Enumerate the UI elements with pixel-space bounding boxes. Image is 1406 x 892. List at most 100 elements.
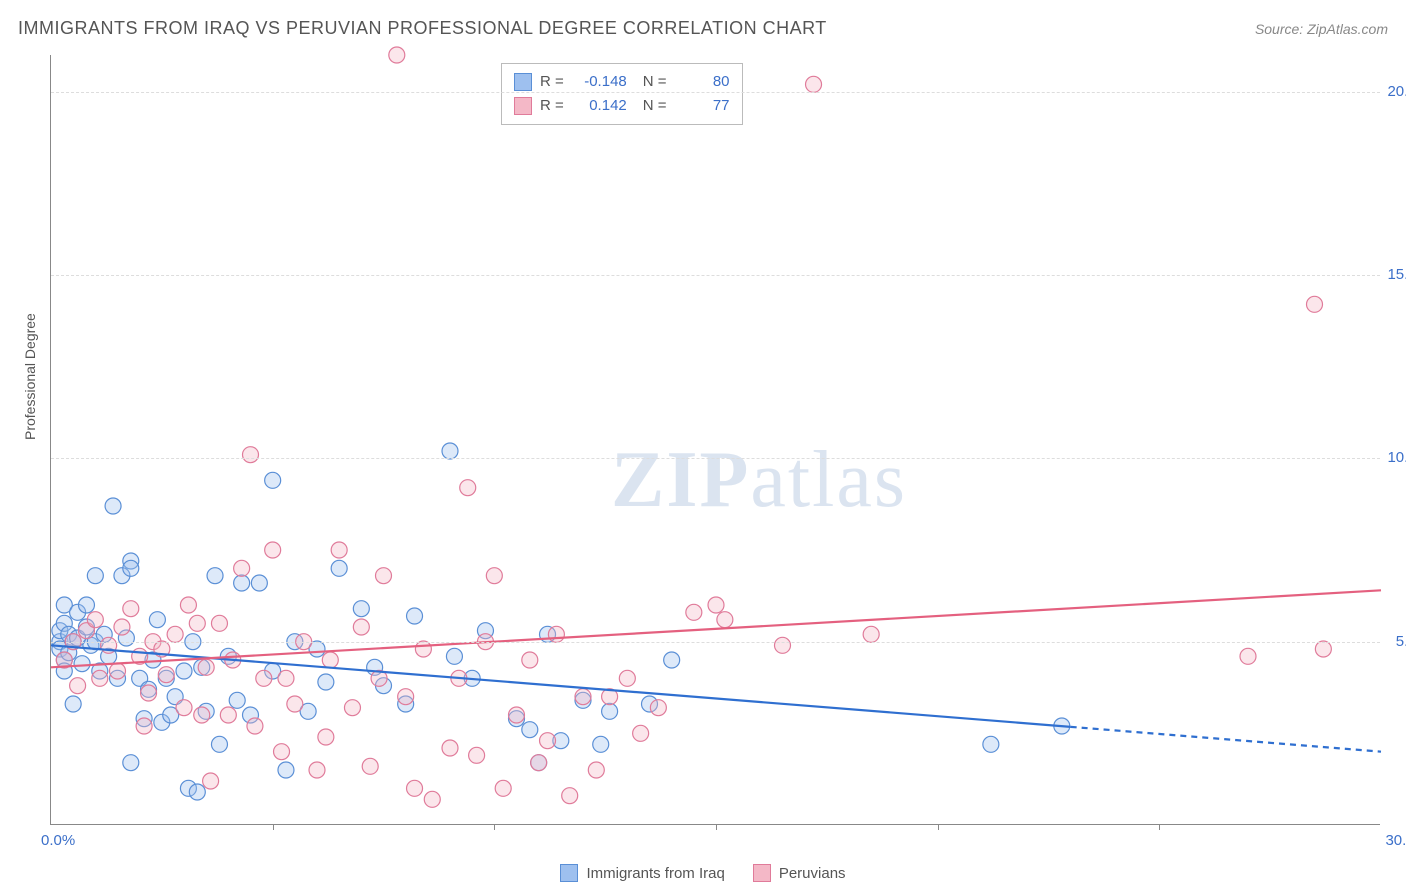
scatter-point [331,542,347,558]
scatter-point [442,443,458,459]
scatter-point [211,615,227,631]
scatter-point [234,560,250,576]
scatter-point [189,615,205,631]
scatter-point [509,707,525,723]
x-tick-mark [938,824,939,830]
scatter-point [540,733,556,749]
scatter-point [78,597,94,613]
scatter-point [650,700,666,716]
scatter-point [664,652,680,668]
scatter-point [167,626,183,642]
scatter-point [415,641,431,657]
scatter-point [287,696,303,712]
grid-line [51,458,1380,459]
x-tick-mark [1159,824,1160,830]
scatter-point [407,780,423,796]
scatter-point [619,670,635,686]
scatter-point [407,608,423,624]
scatter-point [522,722,538,738]
scatter-point [344,700,360,716]
scatter-point [105,498,121,514]
scatter-point [398,689,414,705]
scatter-point [863,626,879,642]
scatter-point [203,773,219,789]
scatter-point [198,659,214,675]
series-legend-label-0: Immigrants from Iraq [586,865,724,882]
chart-header: IMMIGRANTS FROM IRAQ VS PERUVIAN PROFESS… [18,18,1388,39]
legend-swatch-series-1 [753,864,771,882]
scatter-point [220,707,236,723]
scatter-point [265,542,281,558]
scatter-point [123,560,139,576]
scatter-point [194,707,210,723]
scatter-point [70,678,86,694]
scatter-point [633,725,649,741]
y-tick-label: 20.0% [1382,83,1406,100]
scatter-point [278,670,294,686]
scatter-point [180,597,196,613]
grid-line [51,275,1380,276]
scatter-point [717,612,733,628]
scatter-point [602,703,618,719]
source-name: ZipAtlas.com [1307,21,1388,37]
series-legend-item: Peruvians [753,864,846,882]
scatter-point [65,696,81,712]
y-tick-label: 10.0% [1382,449,1406,466]
scatter-point [211,736,227,752]
scatter-point [376,568,392,584]
legend-swatch-series-0 [560,864,578,882]
scatter-point [806,76,822,92]
scatter-point [353,601,369,617]
scatter-point [362,758,378,774]
source-prefix: Source: [1255,21,1307,37]
scatter-point [1315,641,1331,657]
grid-line [51,642,1380,643]
scatter-point [708,597,724,613]
scatter-point [207,568,223,584]
scatter-point [176,663,192,679]
grid-line [51,92,1380,93]
scatter-point [322,652,338,668]
y-tick-label: 15.0% [1382,266,1406,283]
scatter-point [123,755,139,771]
scatter-point [123,601,139,617]
scatter-chart-svg [51,55,1380,824]
x-tick-mark [273,824,274,830]
scatter-point [469,747,485,763]
y-axis-label: Professional Degree [22,313,38,440]
scatter-point [389,47,405,63]
scatter-point [274,744,290,760]
scatter-point [593,736,609,752]
scatter-point [265,472,281,488]
scatter-point [442,740,458,756]
scatter-point [234,575,250,591]
scatter-point [256,670,272,686]
scatter-point [114,619,130,635]
x-tick-label-origin: 0.0% [41,832,75,849]
scatter-point [686,604,702,620]
scatter-point [141,685,157,701]
scatter-point [74,656,90,672]
trend-line-dashed [1071,727,1381,752]
plot-area: ZIPatlas R = -0.148 N = 80 R = 0.142 N =… [50,55,1380,825]
series-legend: Immigrants from Iraq Peruvians [0,864,1406,882]
scatter-point [176,700,192,716]
scatter-point [92,670,108,686]
scatter-point [522,652,538,668]
scatter-point [531,755,547,771]
scatter-point [575,689,591,705]
scatter-point [87,612,103,628]
x-tick-mark [716,824,717,830]
scatter-point [446,648,462,664]
scatter-point [588,762,604,778]
scatter-point [247,718,263,734]
scatter-point [158,667,174,683]
y-tick-label: 5.0% [1382,633,1406,650]
scatter-point [309,762,325,778]
scatter-point [189,784,205,800]
scatter-point [87,568,103,584]
scatter-point [1307,296,1323,312]
x-tick-mark [494,824,495,830]
source-attribution: Source: ZipAtlas.com [1255,21,1388,37]
scatter-point [548,626,564,642]
